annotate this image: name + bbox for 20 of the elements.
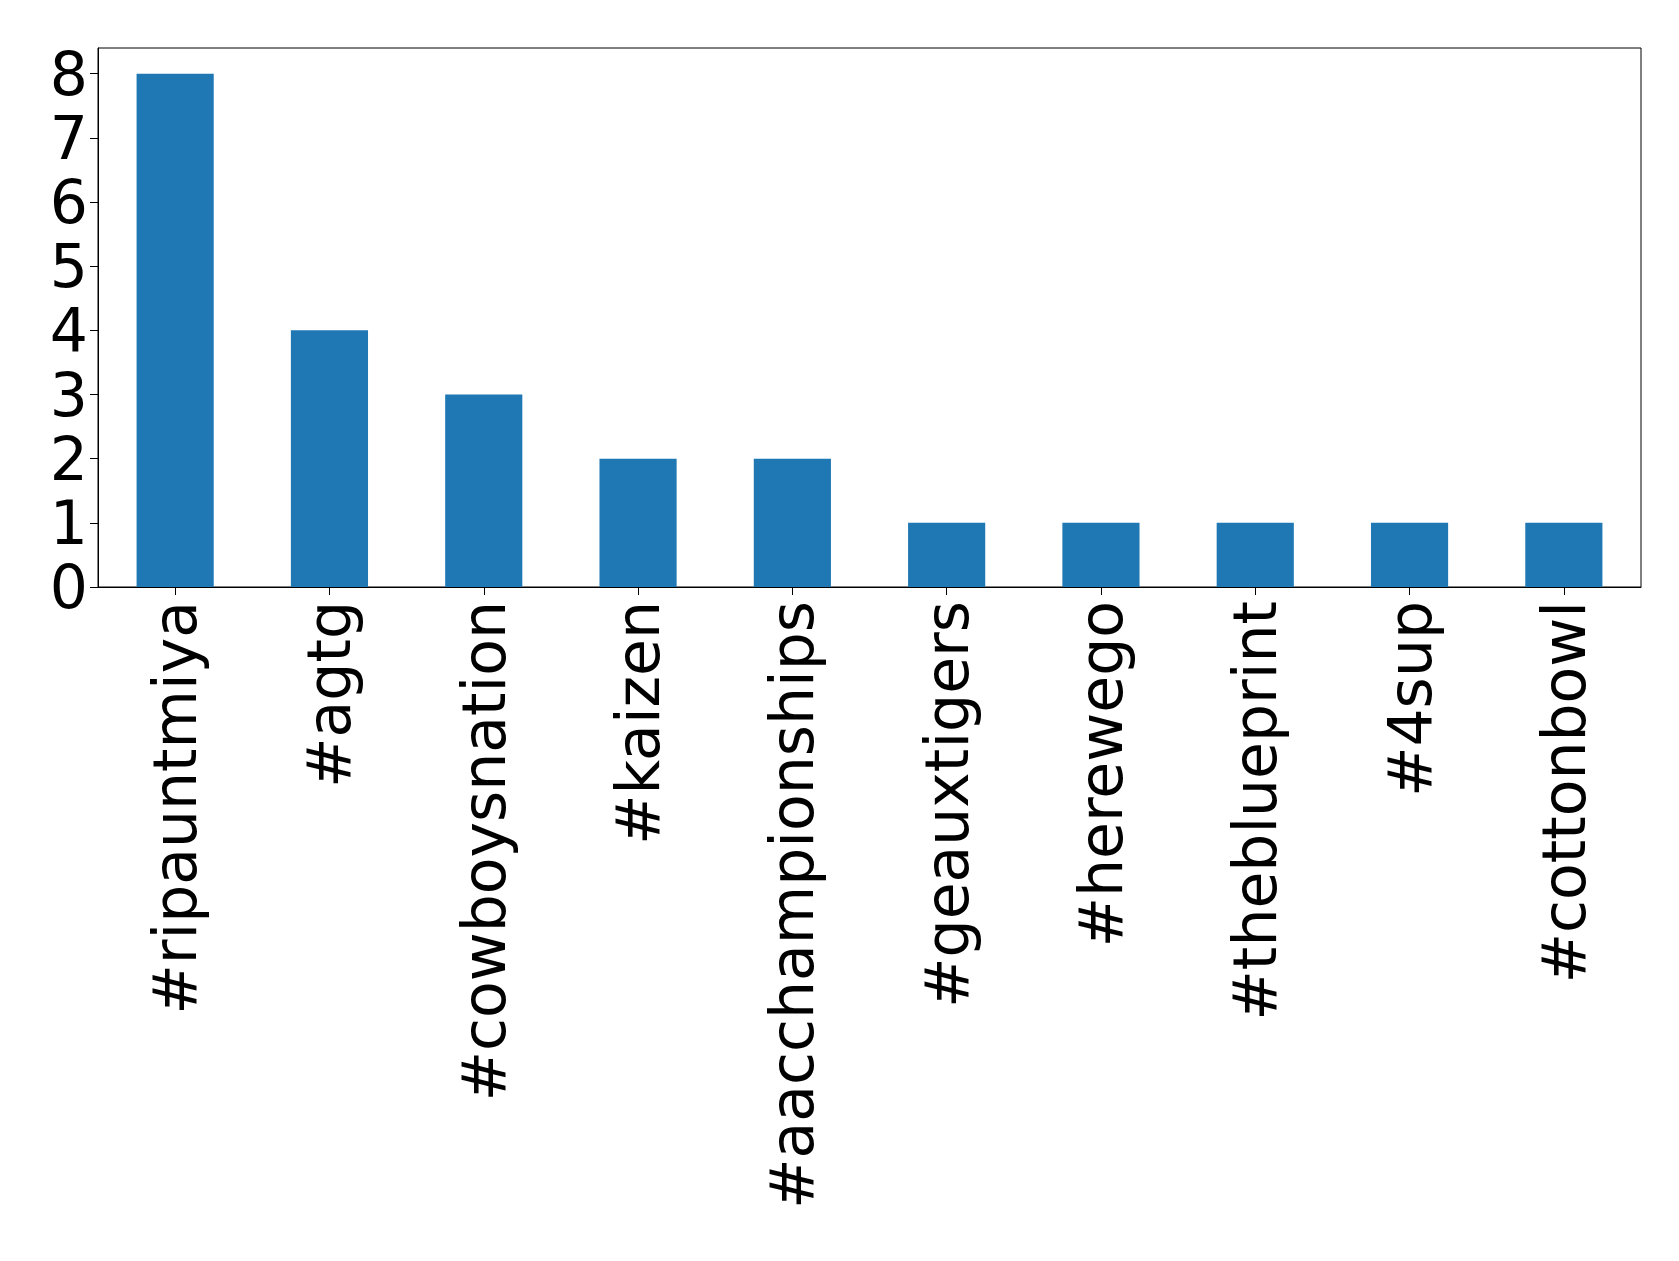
x-tick-label: #agtg <box>294 601 365 788</box>
bar <box>1370 522 1449 587</box>
bar <box>1216 522 1294 587</box>
bar <box>445 394 523 587</box>
x-tick-label: #aacchampionships <box>757 601 828 1209</box>
bar <box>908 522 986 587</box>
bar <box>1525 522 1603 587</box>
bar <box>290 330 369 587</box>
x-tick-label: #4sup <box>1374 601 1445 797</box>
x-tick-label: #kaizen <box>603 601 674 845</box>
bar <box>753 458 831 587</box>
bar <box>1062 522 1140 587</box>
x-tick-label: #geauxtigers <box>911 601 982 1008</box>
x-tick-label: #ripauntmiya <box>140 601 211 1015</box>
bar <box>599 458 677 587</box>
x-tick-label: #cottonbowl <box>1528 601 1599 984</box>
x-tick-label: #herewego <box>1065 601 1136 948</box>
x-tick-label: #cowboysnation <box>448 601 519 1102</box>
bar <box>136 73 214 587</box>
x-tick-label: #theblueprint <box>1220 601 1291 1021</box>
